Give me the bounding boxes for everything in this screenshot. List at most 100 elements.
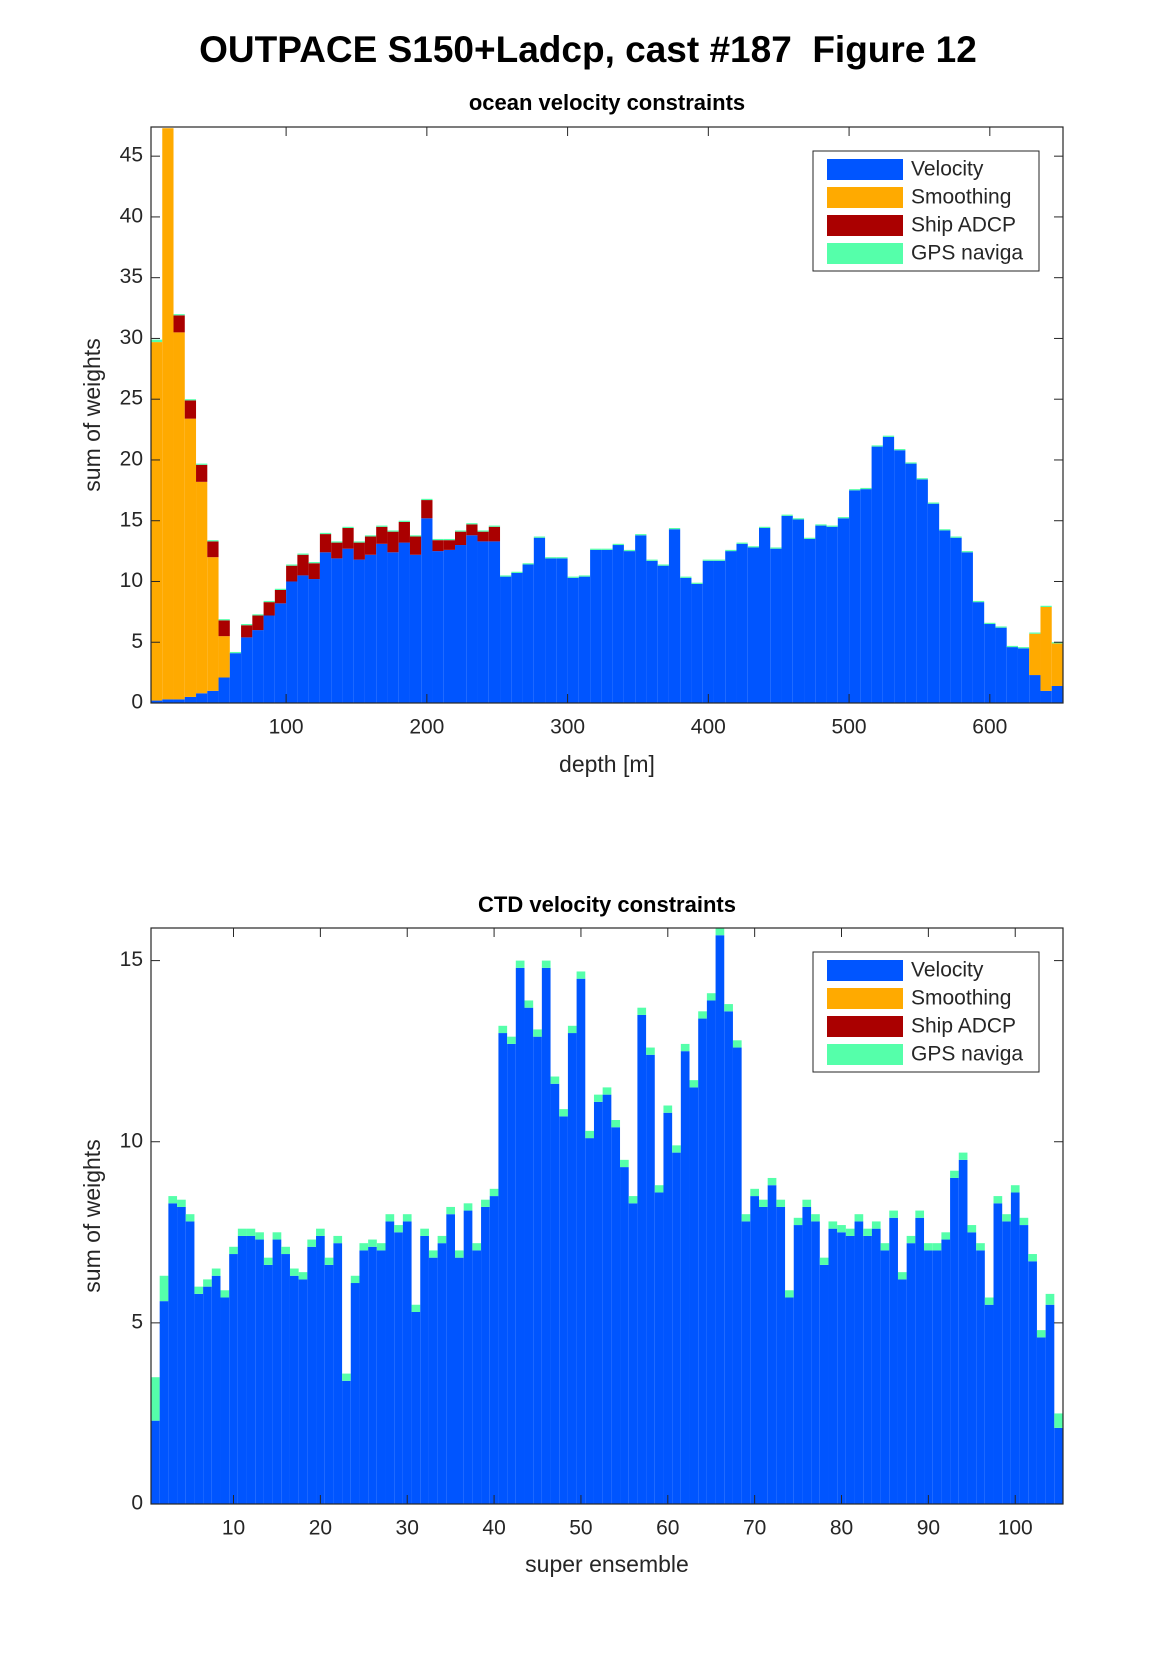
bar-segment <box>168 1203 178 1504</box>
bar-segment <box>976 1243 985 1251</box>
bar-segment <box>353 542 365 560</box>
bar-segment <box>941 1232 951 1240</box>
bar-segment <box>698 1018 707 1504</box>
bar-segment <box>263 1264 273 1504</box>
bar-segment <box>837 518 850 703</box>
bar-segment <box>1029 632 1041 634</box>
bar-segment <box>319 534 332 553</box>
bar-segment <box>533 1036 542 1504</box>
bar-segment <box>781 514 793 516</box>
bar-segment <box>387 531 399 553</box>
x-axis-label: super ensemble <box>525 1551 689 1577</box>
x-tick-label: 200 <box>409 716 444 739</box>
bar-segment <box>515 967 525 1504</box>
x-tick-label: 100 <box>998 1517 1033 1540</box>
bar-segment <box>443 538 455 541</box>
y-tick-label: 10 <box>120 569 143 592</box>
bar-segment <box>894 449 906 451</box>
bar-segment <box>218 636 230 678</box>
bar-segment <box>1045 1304 1055 1504</box>
bar-segment <box>972 602 985 703</box>
bar-segment <box>646 560 658 703</box>
bar-segment <box>759 526 771 529</box>
bar-segment <box>1006 645 1018 648</box>
bar-segment <box>151 1420 160 1504</box>
y-tick-label: 0 <box>131 691 143 714</box>
bar-segment <box>376 1250 386 1504</box>
bar-segment <box>376 543 388 703</box>
bar-segment <box>286 565 298 582</box>
bar-segment <box>860 487 872 490</box>
bar-segment <box>252 630 264 703</box>
bar-segment <box>203 1279 212 1287</box>
bar-segment <box>1036 1337 1046 1504</box>
bar-segment <box>455 530 467 532</box>
bar-segment <box>1051 643 1063 686</box>
bar-segment <box>578 576 591 703</box>
bar-segment <box>601 549 613 703</box>
bar-segment <box>376 525 388 527</box>
bar-segment <box>342 526 354 529</box>
bar-segment <box>350 1275 360 1284</box>
bar-segment <box>854 1221 864 1504</box>
bar-segment <box>845 1228 855 1236</box>
bar-segment <box>802 1199 812 1207</box>
legend-label: Smoothing <box>911 987 1011 1010</box>
bar-segment <box>333 1235 343 1244</box>
bar-segment <box>882 435 895 437</box>
bar-segment <box>162 699 174 703</box>
bar-segment <box>984 622 996 625</box>
bar-segment <box>767 1177 777 1186</box>
x-tick-label: 600 <box>972 716 1007 739</box>
bar-segment <box>804 537 816 539</box>
bar-segment <box>387 552 399 703</box>
bar-segment <box>177 1206 186 1504</box>
bar-segment <box>680 1051 690 1504</box>
y-tick-label: 45 <box>120 144 143 167</box>
bar-segment <box>939 530 951 703</box>
bar-segment <box>620 1159 629 1168</box>
bar-segment <box>863 1235 872 1504</box>
bar-segment <box>785 1290 794 1298</box>
bar-segment <box>559 1116 568 1504</box>
bar-segment <box>162 128 174 700</box>
bar-segment <box>567 577 579 703</box>
bar-segment <box>151 1377 160 1421</box>
bar-segment <box>252 615 264 631</box>
bar-segment <box>177 1199 186 1207</box>
bar-segment <box>1028 1261 1037 1504</box>
bar-segment <box>657 564 669 566</box>
bar-segment <box>263 602 275 616</box>
bar-segment <box>307 1246 317 1504</box>
legend-label: Ship ADCP <box>911 1015 1016 1038</box>
bar-segment <box>1040 607 1052 691</box>
bar-segment <box>612 543 624 546</box>
bar-segment <box>316 1228 325 1236</box>
bar-segment <box>993 1196 1003 1204</box>
bar-segment <box>173 699 185 703</box>
bar-segment <box>472 1250 482 1504</box>
legend-label: GPS naviga <box>911 242 1023 265</box>
bar-segment <box>1010 1192 1020 1504</box>
bar-segment <box>385 1221 395 1504</box>
bar-segment <box>811 1221 820 1504</box>
bar-segment <box>402 1214 412 1222</box>
bar-segment <box>585 1130 594 1139</box>
bar-segment <box>732 1040 742 1048</box>
bar-segment <box>680 1043 690 1052</box>
bar-segment <box>398 521 410 543</box>
bar-segment <box>802 1206 812 1504</box>
bar-segment <box>488 541 501 703</box>
bar-segment <box>1028 1254 1037 1262</box>
bar-segment <box>984 624 996 703</box>
bar-segment <box>281 1246 290 1255</box>
bar-segment <box>924 1243 933 1251</box>
bar-segment <box>411 1304 421 1312</box>
legend-swatch <box>827 187 903 208</box>
bar-segment <box>385 1214 395 1222</box>
bar-segment <box>263 600 275 603</box>
bar-segment <box>255 1239 264 1504</box>
bar-segment <box>421 500 433 519</box>
bar-segment <box>628 1196 638 1204</box>
bar-segment <box>593 1094 603 1102</box>
